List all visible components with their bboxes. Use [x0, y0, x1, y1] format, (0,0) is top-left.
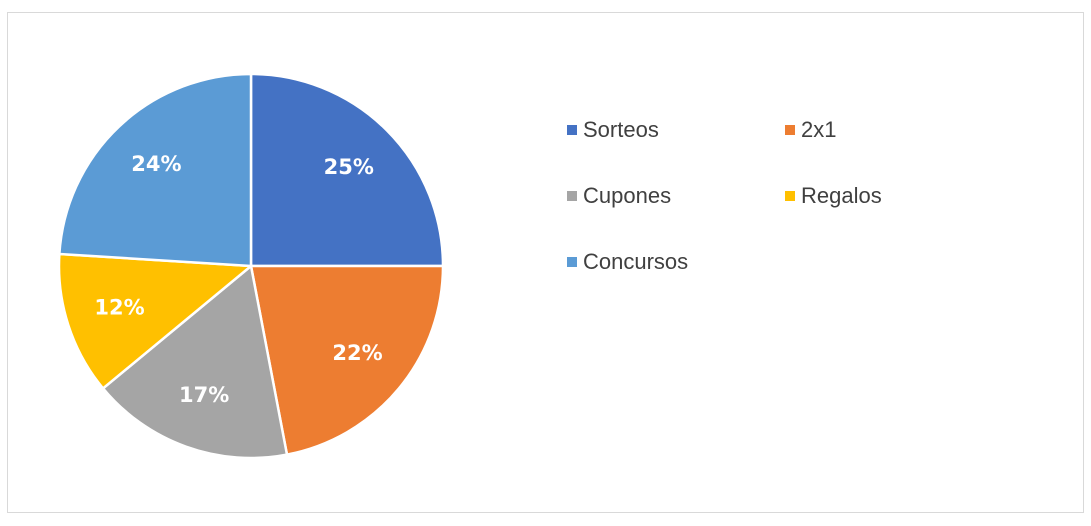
- slice-label: 17%: [179, 383, 229, 407]
- legend-label: 2x1: [801, 117, 836, 142]
- slice-label: 24%: [131, 152, 181, 176]
- legend-swatch: [567, 125, 577, 135]
- legend-swatch: [785, 191, 795, 201]
- legend-swatch: [785, 125, 795, 135]
- legend-label: Concursos: [583, 249, 688, 274]
- legend-label: Cupones: [583, 183, 671, 208]
- slice-label: 22%: [332, 341, 382, 365]
- slice-label: 25%: [324, 155, 374, 179]
- pie-slice: [249, 264, 445, 457]
- legend-swatch: [567, 191, 577, 201]
- pie-slice: [58, 72, 253, 268]
- legend-label: Regalos: [801, 183, 882, 208]
- slice-label: 12%: [94, 296, 144, 320]
- pie-slice: [101, 263, 289, 460]
- pie-slice: [249, 72, 445, 268]
- legend-label: Sorteos: [583, 117, 659, 142]
- pie-slice: [57, 252, 255, 391]
- legend-swatch: [567, 257, 577, 267]
